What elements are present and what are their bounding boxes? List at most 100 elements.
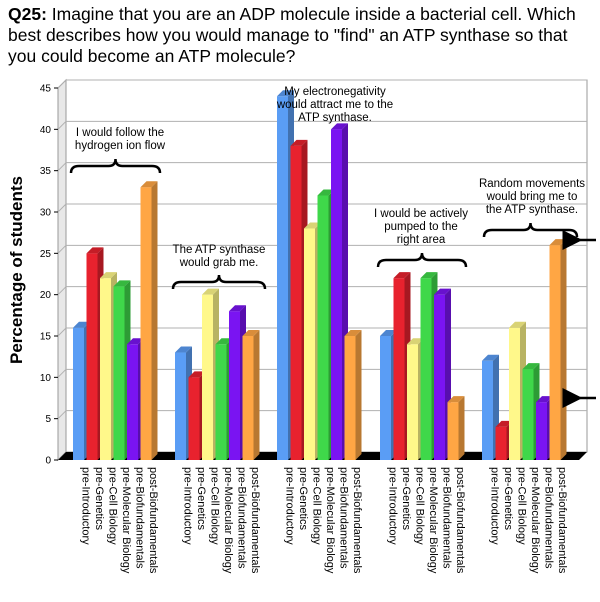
annotation-text: ATP synthase. xyxy=(298,112,372,124)
category-label: pre-Biofundamentals xyxy=(441,467,453,569)
annotation-text: My electronegativity xyxy=(284,86,386,98)
annotation-text: Random movements xyxy=(479,178,585,190)
category-label: pre-Molecular Biology xyxy=(120,467,132,574)
grid-line xyxy=(57,286,67,296)
bar-top xyxy=(290,139,308,146)
y-tick-label: 20 xyxy=(40,290,52,301)
question-text: Imagine that you are an ADP molecule ins… xyxy=(8,4,576,66)
bar-front xyxy=(215,344,227,460)
bar-front xyxy=(73,327,84,460)
grid-line xyxy=(57,120,67,130)
bar-top xyxy=(549,239,567,246)
question-title: Q25: Imagine that you are an ADP molecul… xyxy=(8,4,593,67)
category-label: pre-Molecular Biology xyxy=(324,467,336,574)
bar-front xyxy=(229,311,240,460)
bar-front xyxy=(495,426,507,460)
bar-top xyxy=(242,330,260,336)
bar-top xyxy=(215,338,233,345)
bar-top xyxy=(73,321,90,328)
bar-front xyxy=(536,402,547,460)
grid-line xyxy=(57,327,67,337)
bar xyxy=(447,396,465,460)
y-tick-label: 15 xyxy=(40,332,52,343)
bar-front xyxy=(188,377,200,460)
bar-front xyxy=(393,278,405,460)
category-label: pre-Genetics xyxy=(400,467,412,530)
bar-front xyxy=(447,402,459,460)
plot-side-wall xyxy=(57,78,67,462)
category-label: pre-Molecular Biology xyxy=(427,467,439,574)
category-label: pre-Cell Biology xyxy=(516,467,528,545)
bar xyxy=(140,181,158,460)
bar-top xyxy=(175,346,192,353)
annotation-text: would attract me to the xyxy=(276,99,393,111)
bar-front xyxy=(100,278,111,460)
annotation-text: I would be actively xyxy=(374,208,468,220)
y-tick-label: 45 xyxy=(40,84,52,95)
category-labels: pre-Introductory pre-Genetics pre-Cell Bio… xyxy=(80,467,569,574)
category-label: pre-Introductory xyxy=(80,467,92,545)
bar-top xyxy=(331,123,348,130)
bar xyxy=(549,239,567,460)
bar-side xyxy=(253,330,260,460)
bar-front xyxy=(549,245,561,460)
y-tick-label: 10 xyxy=(40,373,52,384)
bar-front xyxy=(317,195,329,460)
category-label: pre-Introductory xyxy=(387,467,399,545)
bar-top xyxy=(536,396,553,403)
bar-front xyxy=(202,294,213,460)
bar-top xyxy=(380,330,397,336)
category-label: pre-Molecular Biology xyxy=(222,467,234,574)
bar-front xyxy=(113,286,125,460)
annotation-text: pumped to the xyxy=(384,221,458,233)
category-label: post-Biofundamentals xyxy=(454,467,466,574)
bar-side xyxy=(355,330,362,460)
bar-front xyxy=(509,327,520,460)
y-tick-label: 30 xyxy=(40,208,52,219)
grid-line xyxy=(57,79,67,89)
y-axis-label: Percentage of students xyxy=(7,176,26,364)
category-label: pre-Biofundamentals xyxy=(236,467,248,569)
grid-line xyxy=(57,244,67,254)
category-label: post-Biofundamentals xyxy=(351,467,363,574)
y-tick-label: 25 xyxy=(40,249,52,260)
grid-line xyxy=(57,162,67,172)
category-label: post-Biofundamentals xyxy=(249,467,261,574)
bar-front xyxy=(522,369,534,460)
annotation-text: would bring me to xyxy=(486,191,578,203)
bar-front xyxy=(127,344,138,460)
bar xyxy=(242,330,260,460)
bar-front xyxy=(482,360,493,460)
bar-top xyxy=(140,181,158,188)
annotation-text: the ATP synthase. xyxy=(486,204,578,216)
y-axis-ticks: 0 5 10 15 20 25 30 35 40 45 xyxy=(40,84,58,467)
bar-top xyxy=(344,330,362,336)
bar-top xyxy=(434,288,451,295)
category-label: pre-Genetics xyxy=(297,467,309,530)
bar-top xyxy=(229,305,246,312)
bar-front xyxy=(277,96,288,461)
bar-top xyxy=(100,272,117,279)
bar-top xyxy=(407,338,424,345)
bar-top xyxy=(127,338,144,345)
category-label: post-Biofundamentals xyxy=(147,467,159,574)
grid-line xyxy=(57,410,67,420)
bar-front xyxy=(140,187,152,460)
bar-top xyxy=(393,272,411,279)
bar-front xyxy=(242,336,254,460)
question-number: Q25: xyxy=(8,4,47,24)
bar-top xyxy=(277,90,294,97)
bar-side xyxy=(560,239,567,460)
annotation-brace xyxy=(376,252,468,268)
grid-line xyxy=(57,368,67,378)
bar-top xyxy=(317,189,335,196)
bar-front xyxy=(380,336,391,460)
bar-top xyxy=(447,396,465,403)
bar-front xyxy=(175,352,186,460)
category-label: pre-Biofundamentals xyxy=(543,467,555,569)
category-label: pre-Cell Biology xyxy=(107,467,119,545)
annotation-brace xyxy=(69,158,162,174)
